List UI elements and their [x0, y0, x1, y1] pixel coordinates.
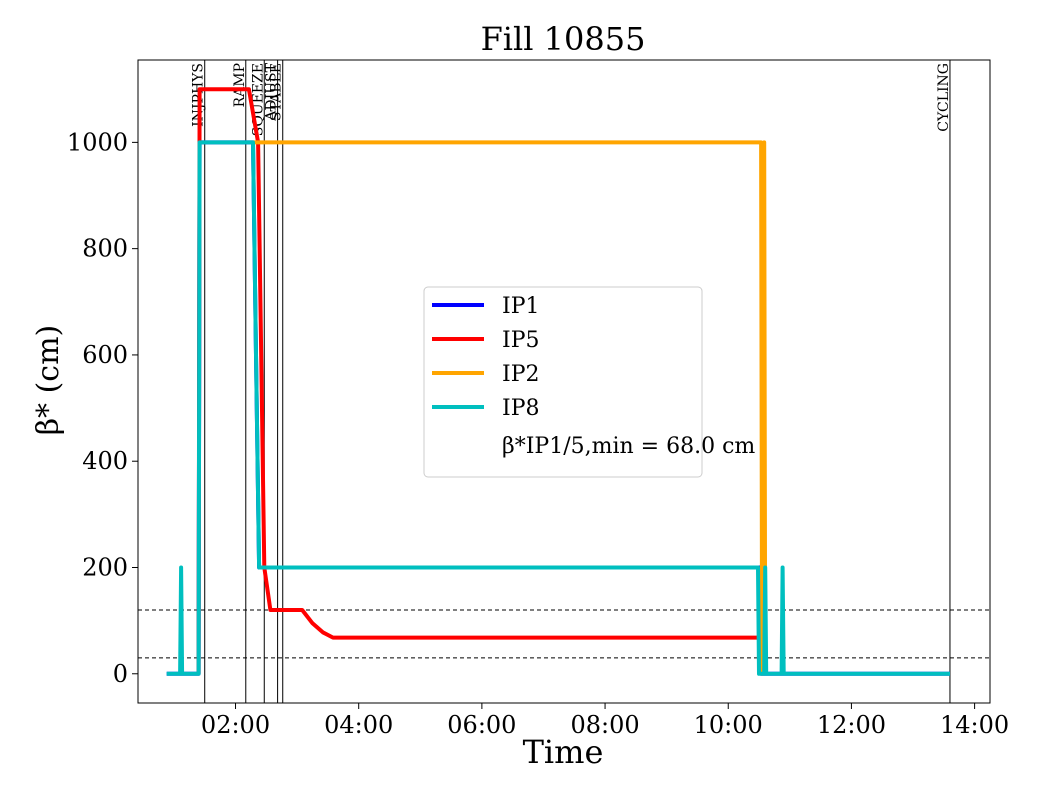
x-tick-label: 10:00 [694, 711, 763, 739]
legend-label: IP5 [502, 328, 540, 353]
x-tick-label: 04:00 [324, 711, 393, 739]
beam-mode-label: STABLE [269, 63, 285, 121]
legend-note: β*IP1/5,min = 68.0 cm [502, 434, 755, 459]
legend-label: IP8 [502, 396, 540, 421]
legend-label: IP1 [502, 294, 540, 319]
y-axis-label: β* (cm) [31, 325, 66, 436]
legend-label: IP2 [502, 362, 540, 387]
beam-mode-label: RAMP [232, 63, 248, 107]
x-tick-label: 12:00 [817, 711, 886, 739]
x-tick-label: 06:00 [447, 711, 516, 739]
y-tick-label: 800 [82, 235, 128, 263]
y-tick-label: 600 [82, 341, 128, 369]
y-tick-label: 0 [113, 660, 128, 688]
x-tick-label: 08:00 [570, 711, 639, 739]
x-tick-label: 14:00 [940, 711, 1009, 739]
y-tick-label: 400 [82, 447, 128, 475]
x-tick-label: 02:00 [201, 711, 270, 739]
series-line-ip8 [166, 140, 950, 676]
series-line-ip5 [196, 87, 758, 674]
y-tick-label: 200 [82, 553, 128, 581]
legend-box [423, 286, 703, 478]
y-tick-label: 1000 [67, 128, 128, 156]
plot-frame [137, 59, 991, 704]
beam-mode-label: CYCLING [936, 63, 952, 132]
x-axis-label: Time [523, 733, 604, 771]
chart-title: Fill 10855 [481, 20, 646, 58]
beam-mode-label: ADJUST [264, 62, 280, 121]
